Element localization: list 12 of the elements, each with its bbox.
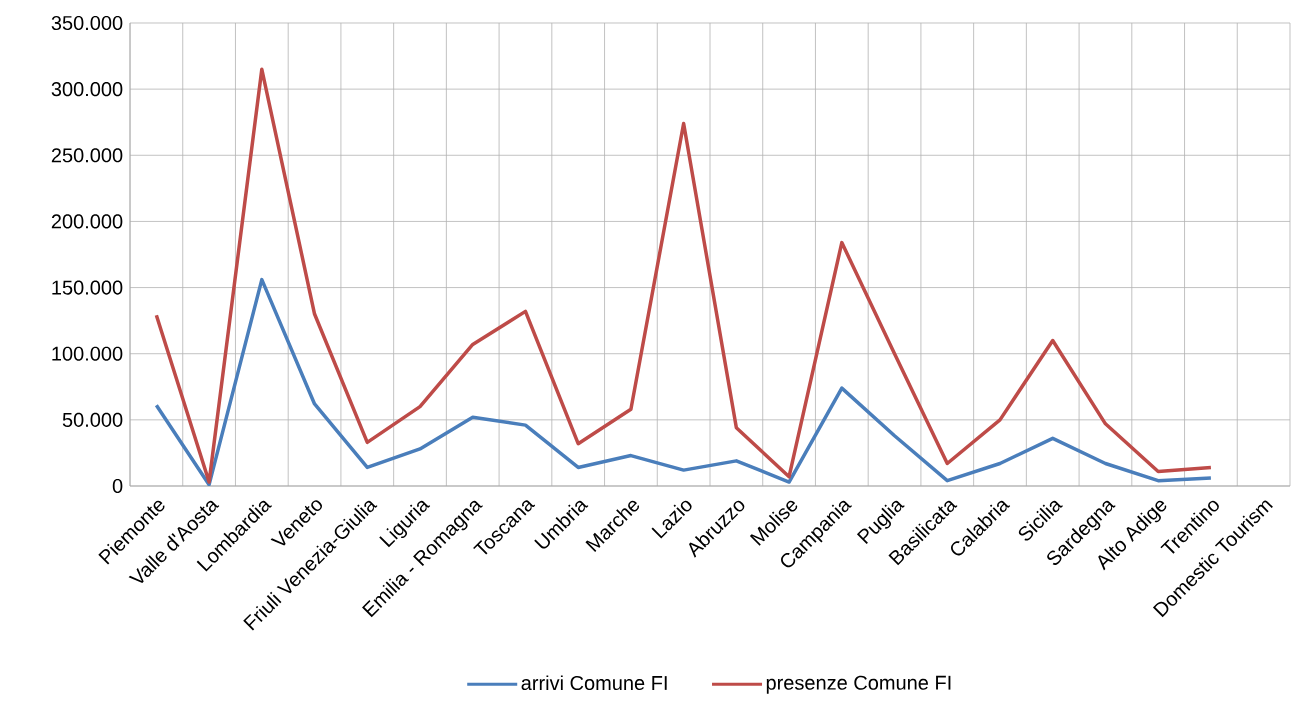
- y-tick-label: 50.000: [62, 412, 123, 427]
- y-tick-label: 250.000: [51, 148, 123, 163]
- y-tick-label: 100.000: [52, 346, 123, 361]
- line-series: [154, 277, 1213, 486]
- y-tick-label: 300.000: [51, 82, 123, 97]
- line-series: [154, 67, 1213, 484]
- y-tick-label: 350.000: [51, 15, 123, 31]
- y-tick-label: 150.000: [52, 280, 123, 295]
- y-tick-label: 0: [112, 478, 123, 494]
- legend-label: arrivi Comune FI: [521, 675, 667, 691]
- y-tick-label: 200.000: [51, 214, 123, 229]
- legend-label: presenze Comune FI: [766, 675, 951, 694]
